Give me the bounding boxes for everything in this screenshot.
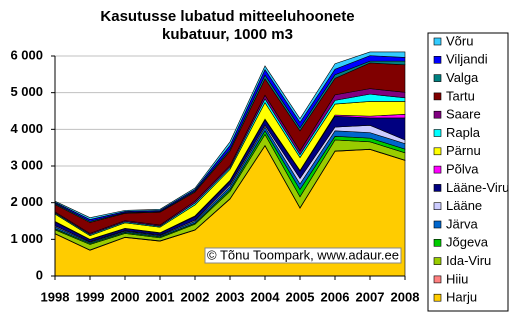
y-tick-label: 5 000 [10, 84, 43, 99]
legend-label: Harju [446, 290, 477, 305]
legend-swatch [433, 220, 442, 229]
legend-swatch [433, 92, 442, 101]
legend-swatch [433, 55, 442, 64]
legend-label: Järva [446, 216, 479, 231]
legend-label: Tartu [446, 88, 475, 103]
legend-label: Pärnu [446, 143, 481, 158]
legend-box [427, 32, 509, 312]
y-tick-label: 2 000 [10, 194, 43, 209]
legend-label: Lääne [446, 198, 482, 213]
legend-swatch [433, 293, 442, 302]
legend-label: Põlva [446, 162, 479, 177]
legend-swatch [433, 129, 442, 137]
y-tick-label: 6 000 [10, 47, 43, 62]
x-tick-label: 2007 [356, 289, 385, 304]
legend-swatch [433, 275, 442, 284]
legend-label: Lääne-Viru [446, 180, 509, 195]
legend-label: Hiiu [446, 271, 468, 286]
annotation-box [204, 247, 402, 264]
legend-swatch [433, 184, 442, 192]
legend-label: Rapla [446, 125, 481, 140]
area [54, 51, 406, 220]
legend-swatch [433, 37, 442, 46]
y-tick-label: 4 000 [10, 121, 43, 136]
y-tick-label: 0 [36, 267, 43, 282]
legend-label: Valga [446, 70, 479, 85]
x-tick-label: 2005 [286, 289, 315, 304]
x-tick-label: 2004 [251, 289, 281, 304]
x-tick-label: 2003 [216, 289, 245, 304]
legend-swatch [433, 165, 442, 174]
chart-title: Kasutusse lubatud mitteeluhoonete kubatu… [100, 8, 355, 43]
x-tick-label: 1999 [76, 289, 105, 304]
legend-label: Jõgeva [446, 235, 489, 250]
legend-label: Ida-Viru [446, 253, 491, 268]
legend-label: Viljandi [446, 52, 488, 67]
y-tick-label: 1 000 [10, 231, 43, 246]
legend-swatch [433, 257, 442, 265]
x-tick-label: 1998 [41, 289, 70, 304]
annotation: © Tõnu Toompark, www.adaur.ee [207, 247, 399, 262]
x-tick-label: 2008 [391, 289, 420, 304]
x-tick-label: 2002 [181, 289, 210, 304]
legend-label: Saare [446, 107, 481, 122]
legend-swatch [433, 110, 442, 119]
x-tick-label: 2000 [111, 289, 140, 304]
legend-swatch [433, 74, 442, 82]
y-tick-label: 3 000 [10, 157, 43, 172]
legend-swatch [433, 147, 442, 156]
x-tick-label: 2006 [321, 289, 350, 304]
legend-swatch [433, 239, 442, 247]
legend-label: Võru [446, 33, 473, 48]
legend-swatch [433, 202, 442, 210]
x-tick-label: 2001 [146, 289, 175, 304]
